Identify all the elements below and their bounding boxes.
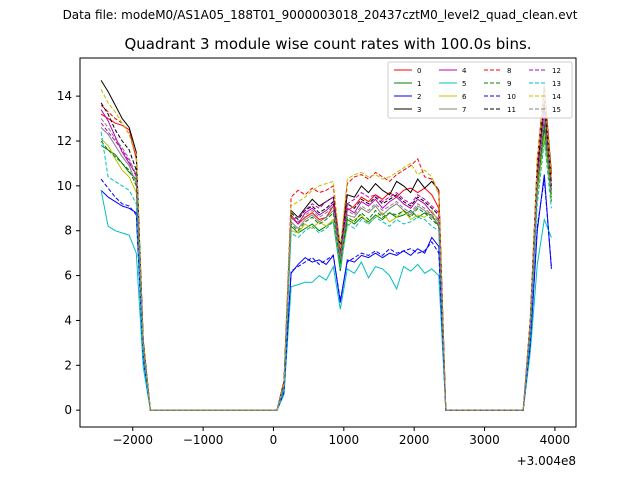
y-tick-label: 6 bbox=[64, 269, 72, 283]
series-line-10 bbox=[100, 178, 552, 411]
x-tick-label: 3000 bbox=[469, 433, 500, 447]
legend-entry-7: 7 bbox=[439, 106, 466, 114]
legend-label: 7 bbox=[462, 106, 466, 114]
legend-entry-6: 6 bbox=[439, 93, 467, 101]
legend-entry-3: 3 bbox=[394, 106, 421, 114]
series-line-4 bbox=[100, 107, 552, 411]
series-line-14 bbox=[100, 89, 552, 411]
y-tick-label: 2 bbox=[64, 358, 72, 372]
series-line-3 bbox=[100, 80, 552, 411]
legend-entry-14: 14 bbox=[529, 93, 561, 101]
x-tick-label: 4000 bbox=[540, 433, 571, 447]
y-tick-label: 0 bbox=[64, 403, 72, 417]
legend-entry-15: 15 bbox=[529, 106, 561, 114]
chart-title: Quadrant 3 module wise count rates with … bbox=[124, 35, 532, 53]
legend-label: 13 bbox=[552, 80, 561, 88]
legend-entry-10: 10 bbox=[484, 93, 516, 101]
legend-label: 12 bbox=[552, 67, 561, 75]
legend-entry-4: 4 bbox=[439, 67, 467, 75]
legend-entry-11: 11 bbox=[484, 106, 516, 114]
series-line-8 bbox=[100, 84, 552, 411]
x-tick-label: 0 bbox=[270, 433, 278, 447]
series-line-13 bbox=[100, 131, 552, 411]
figure-suptitle: Data file: modeM0/AS1A05_188T01_90000030… bbox=[62, 8, 578, 22]
axes-frame bbox=[79, 57, 577, 428]
legend-label: 10 bbox=[507, 93, 516, 101]
y-tick-label: 4 bbox=[64, 313, 72, 327]
x-tick-label: −1000 bbox=[183, 433, 224, 447]
series-line-5 bbox=[100, 190, 552, 411]
y-tick-label: 8 bbox=[64, 224, 72, 238]
x-tick-label: 2000 bbox=[399, 433, 430, 447]
legend-label: 8 bbox=[507, 67, 511, 75]
legend-label: 6 bbox=[462, 93, 467, 101]
legend-entry-2: 2 bbox=[394, 93, 421, 101]
legend-label: 3 bbox=[417, 106, 421, 114]
y-tick-label: 14 bbox=[57, 89, 72, 103]
legend-entry-9: 9 bbox=[484, 80, 511, 88]
legend-entry-13: 13 bbox=[529, 80, 561, 88]
series-line-0 bbox=[100, 102, 552, 411]
legend-label: 5 bbox=[462, 80, 466, 88]
x-tick-label: 1000 bbox=[329, 433, 360, 447]
legend-label: 15 bbox=[552, 106, 561, 114]
x-axis-offset-label: +3.004e8 bbox=[517, 454, 576, 468]
series-line-1 bbox=[100, 127, 552, 411]
series-line-15 bbox=[100, 116, 552, 411]
legend-label: 4 bbox=[462, 67, 467, 75]
legend-entry-12: 12 bbox=[529, 67, 561, 75]
legend-entry-8: 8 bbox=[484, 67, 511, 75]
y-axis-ticks: 0 2 4 6 8 10 12 14 bbox=[57, 89, 80, 417]
legend-entry-5: 5 bbox=[439, 80, 466, 88]
x-tick-label: −2000 bbox=[112, 433, 153, 447]
legend-label: 14 bbox=[552, 93, 561, 101]
legend-label: 1 bbox=[417, 80, 421, 88]
legend-box bbox=[387, 61, 573, 119]
series-line-9 bbox=[100, 123, 552, 411]
y-tick-label: 10 bbox=[57, 179, 72, 193]
legend-entry-0: 0 bbox=[394, 67, 421, 75]
y-tick-label: 12 bbox=[57, 134, 72, 148]
series-layer bbox=[100, 80, 552, 411]
series-line-6 bbox=[100, 136, 552, 411]
x-axis-ticks: −2000 −1000 0 1000 2000 3000 4000 bbox=[112, 427, 570, 447]
series-line-11 bbox=[100, 100, 552, 411]
series-line-12 bbox=[100, 111, 552, 411]
legend-label: 9 bbox=[507, 80, 511, 88]
legend-label: 11 bbox=[507, 106, 516, 114]
legend-label: 0 bbox=[417, 67, 421, 75]
legend-label: 2 bbox=[417, 93, 421, 101]
legend-entry-1: 1 bbox=[394, 80, 421, 88]
